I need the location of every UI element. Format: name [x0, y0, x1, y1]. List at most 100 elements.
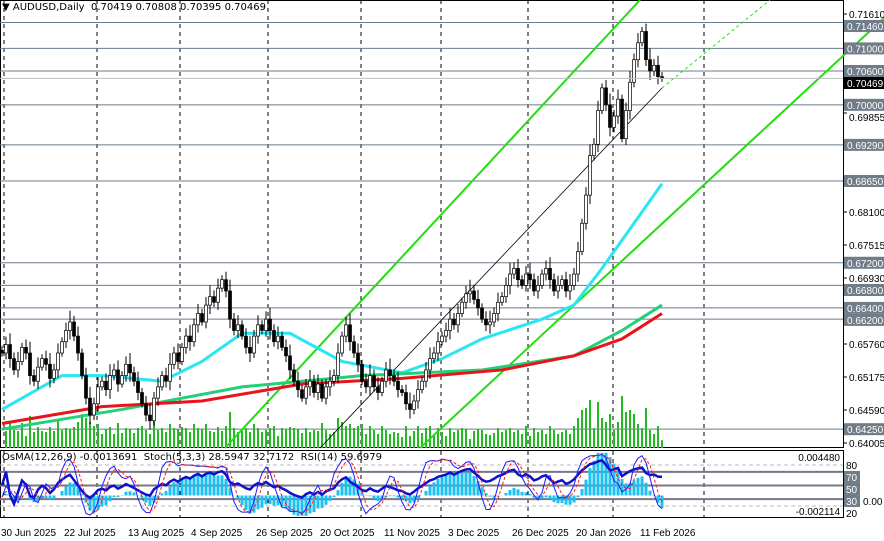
candle-body — [40, 358, 44, 368]
date-tick-label: 30 Jun 2025 — [1, 528, 56, 539]
osma-bar — [36, 495, 40, 502]
volume-bar — [557, 434, 559, 448]
osma-bar — [448, 472, 452, 496]
volume-bar — [33, 432, 35, 448]
candle-body — [548, 268, 552, 281]
price-level-label: 0.68650 — [847, 177, 884, 188]
volume-bar — [389, 434, 391, 448]
price-level-label-bg — [844, 284, 884, 296]
candle-body — [236, 324, 240, 331]
candle-body — [184, 335, 188, 348]
candle-body — [216, 287, 220, 303]
trend-channel-line — [224, 0, 641, 449]
candle-body — [12, 358, 16, 371]
collapse-triangle-icon[interactable]: ▼ — [2, 2, 13, 13]
candle-body — [80, 352, 84, 376]
osma-bar — [416, 495, 420, 500]
candle-body — [348, 324, 352, 343]
candle-body — [408, 403, 412, 410]
volume-bar — [653, 434, 655, 448]
osma-bar — [648, 490, 652, 496]
volume-bar — [445, 436, 447, 448]
volume-bar — [57, 420, 59, 448]
oscillator-level-label: 70 — [846, 473, 858, 484]
candle-body — [140, 392, 144, 405]
candle-body — [332, 375, 336, 382]
osma-bar — [544, 495, 548, 498]
volume-bar — [633, 414, 635, 448]
candle-body — [268, 318, 272, 331]
volume-bar — [113, 434, 115, 448]
regression-line — [319, 87, 663, 449]
candle-body — [540, 273, 544, 286]
price-tick-label: 0.66930 — [849, 274, 884, 285]
osma-bar — [488, 495, 492, 497]
volume-bar — [613, 430, 615, 448]
volume-bar — [381, 426, 383, 448]
osma-bar — [524, 492, 528, 496]
candle-body — [284, 347, 288, 357]
candle-body — [248, 347, 252, 354]
osma-bar — [532, 495, 536, 498]
price-level-label: 0.70000 — [847, 101, 884, 112]
volume-bar — [501, 432, 503, 448]
volume-bar — [101, 434, 103, 448]
candle-body — [564, 279, 568, 292]
candle-body — [460, 301, 464, 314]
candle-body — [416, 389, 420, 402]
price-level-label: 0.71000 — [847, 44, 884, 55]
osma-bar — [412, 495, 416, 503]
osma-bar — [556, 495, 560, 504]
volume-bar — [637, 424, 639, 448]
price-level-label: 0.64250 — [847, 425, 884, 436]
osma-bar — [384, 495, 388, 498]
price-level-label-bg — [844, 64, 884, 77]
oscillator-level-label: 30 — [846, 497, 858, 508]
candle-body — [156, 386, 160, 399]
candle-body — [536, 284, 540, 292]
date-tick-label: 13 Aug 2025 — [128, 528, 185, 539]
candle-body — [560, 279, 564, 286]
candle-body — [84, 375, 88, 399]
osma-bar — [620, 479, 624, 496]
candle-body — [456, 313, 460, 326]
osma-bar — [128, 491, 132, 496]
volume-bar — [541, 430, 543, 448]
volume-bar — [405, 426, 407, 448]
osma-bar — [336, 490, 340, 496]
osma-bar — [568, 495, 572, 505]
candle-body — [596, 110, 600, 145]
candle-body — [376, 386, 380, 393]
volume-bar — [461, 428, 463, 448]
candle-body — [192, 324, 196, 343]
volume-bar — [441, 432, 443, 448]
candle-body — [88, 397, 92, 416]
moving-average-line — [1, 303, 663, 431]
volume-bar — [417, 426, 419, 448]
osma-bar — [464, 472, 468, 496]
volume-bar — [577, 418, 579, 448]
osma-bar — [628, 482, 632, 496]
current-price-label: 0.70469 — [847, 79, 884, 90]
volume-bar — [357, 426, 359, 448]
volume-bar — [129, 429, 131, 448]
osma-bar — [320, 495, 324, 509]
osma-bar — [168, 486, 172, 496]
volume-bar — [505, 430, 507, 448]
current-price-label-bg — [844, 76, 884, 89]
volume-bar — [353, 428, 355, 448]
osma-bar — [124, 491, 128, 496]
price-tick-label: 0.65760 — [849, 340, 884, 351]
candle-body — [92, 403, 96, 416]
osma-bar — [660, 495, 664, 509]
candle-body — [344, 324, 348, 337]
osma-bar — [92, 495, 96, 513]
candle-body — [220, 279, 224, 289]
volume-bar — [141, 426, 143, 448]
volume-bar — [345, 426, 347, 448]
candle-body — [404, 392, 408, 405]
volume-bar — [73, 427, 75, 448]
volume-bar — [261, 432, 263, 448]
candle-body — [72, 321, 76, 337]
